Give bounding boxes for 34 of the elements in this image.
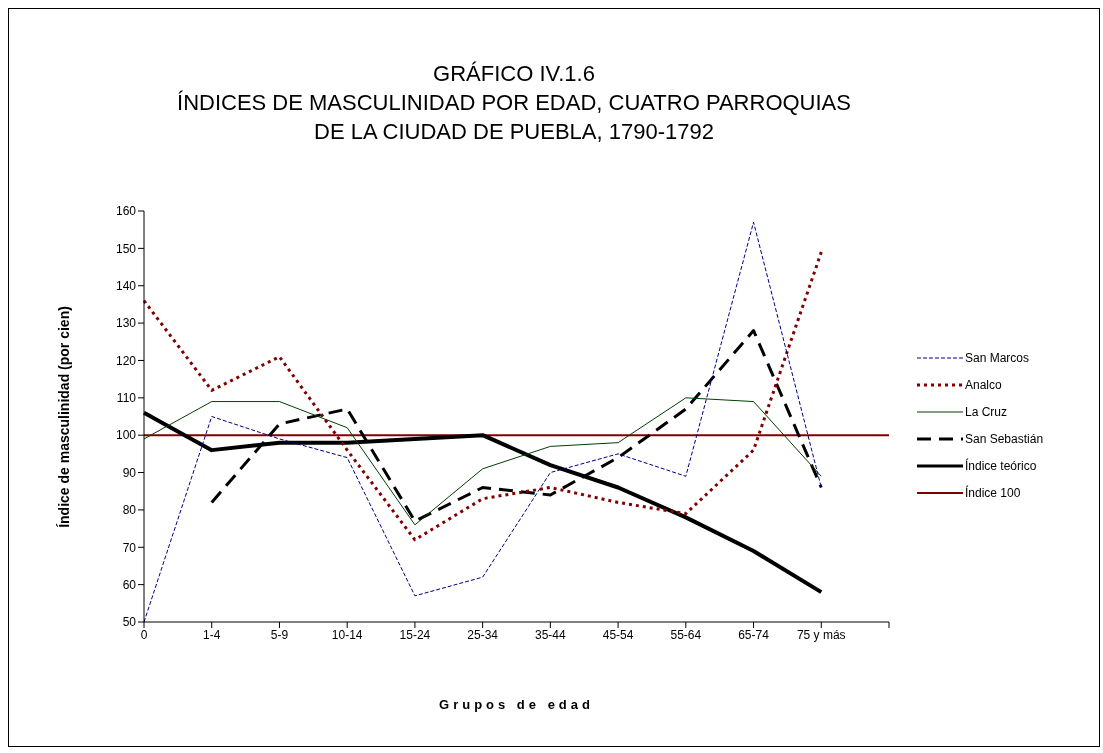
x-tick-label: 1-4 (203, 627, 221, 642)
x-tick-label: 15-24 (399, 627, 431, 642)
y-tick-label: 90 (122, 465, 137, 480)
x-tick-label: 65-74 (738, 627, 770, 642)
legend-label: La Cruz (965, 404, 1008, 419)
x-tick-label: 25-34 (467, 627, 499, 642)
x-tick-label: 35-44 (535, 627, 567, 642)
legend-label: Índice teórico (965, 458, 1037, 473)
y-tick-label: 120 (115, 353, 137, 368)
y-tick-label: 150 (115, 241, 137, 256)
y-tick-label: 60 (122, 577, 137, 592)
y-tick-label: 130 (115, 316, 137, 331)
line-series (143, 397, 822, 526)
y-tick-label: 50 (122, 615, 137, 630)
x-tick-label: 10-14 (331, 627, 363, 642)
y-tick-label: 80 (122, 503, 137, 518)
legend-label: Índice 100 (965, 485, 1021, 500)
y-tick-label: 110 (116, 391, 137, 406)
x-tick-label: 75 y más (796, 627, 846, 642)
legend-label: San Marcos (965, 350, 1030, 365)
line-series (143, 221, 822, 622)
y-tick-label: 70 (122, 540, 137, 555)
legend-label: Analco (965, 377, 1002, 392)
legend-label: San Sebastián (965, 431, 1044, 446)
x-tick-label: 0 (140, 627, 148, 642)
x-tick-label: 5-9 (270, 627, 289, 642)
y-tick-label: 160 (115, 204, 137, 219)
y-tick-label: 100 (115, 428, 137, 443)
x-axis-title: Grupos de edad (438, 697, 595, 712)
x-tick-label: 55-64 (670, 627, 702, 642)
x-tick-label: 45-54 (602, 627, 634, 642)
chart-title: GRÁFICO IV.1.6 ÍNDICES DE MASCULINIDAD POR EDAD, CUATRO PARROQUIAS DE LA CIUDAD DE PUEBLA, 1790-1792 (176, 60, 852, 146)
y-axis-title: Índice de masculinidad (por cien) (56, 305, 72, 528)
y-tick-label: 140 (115, 278, 137, 293)
